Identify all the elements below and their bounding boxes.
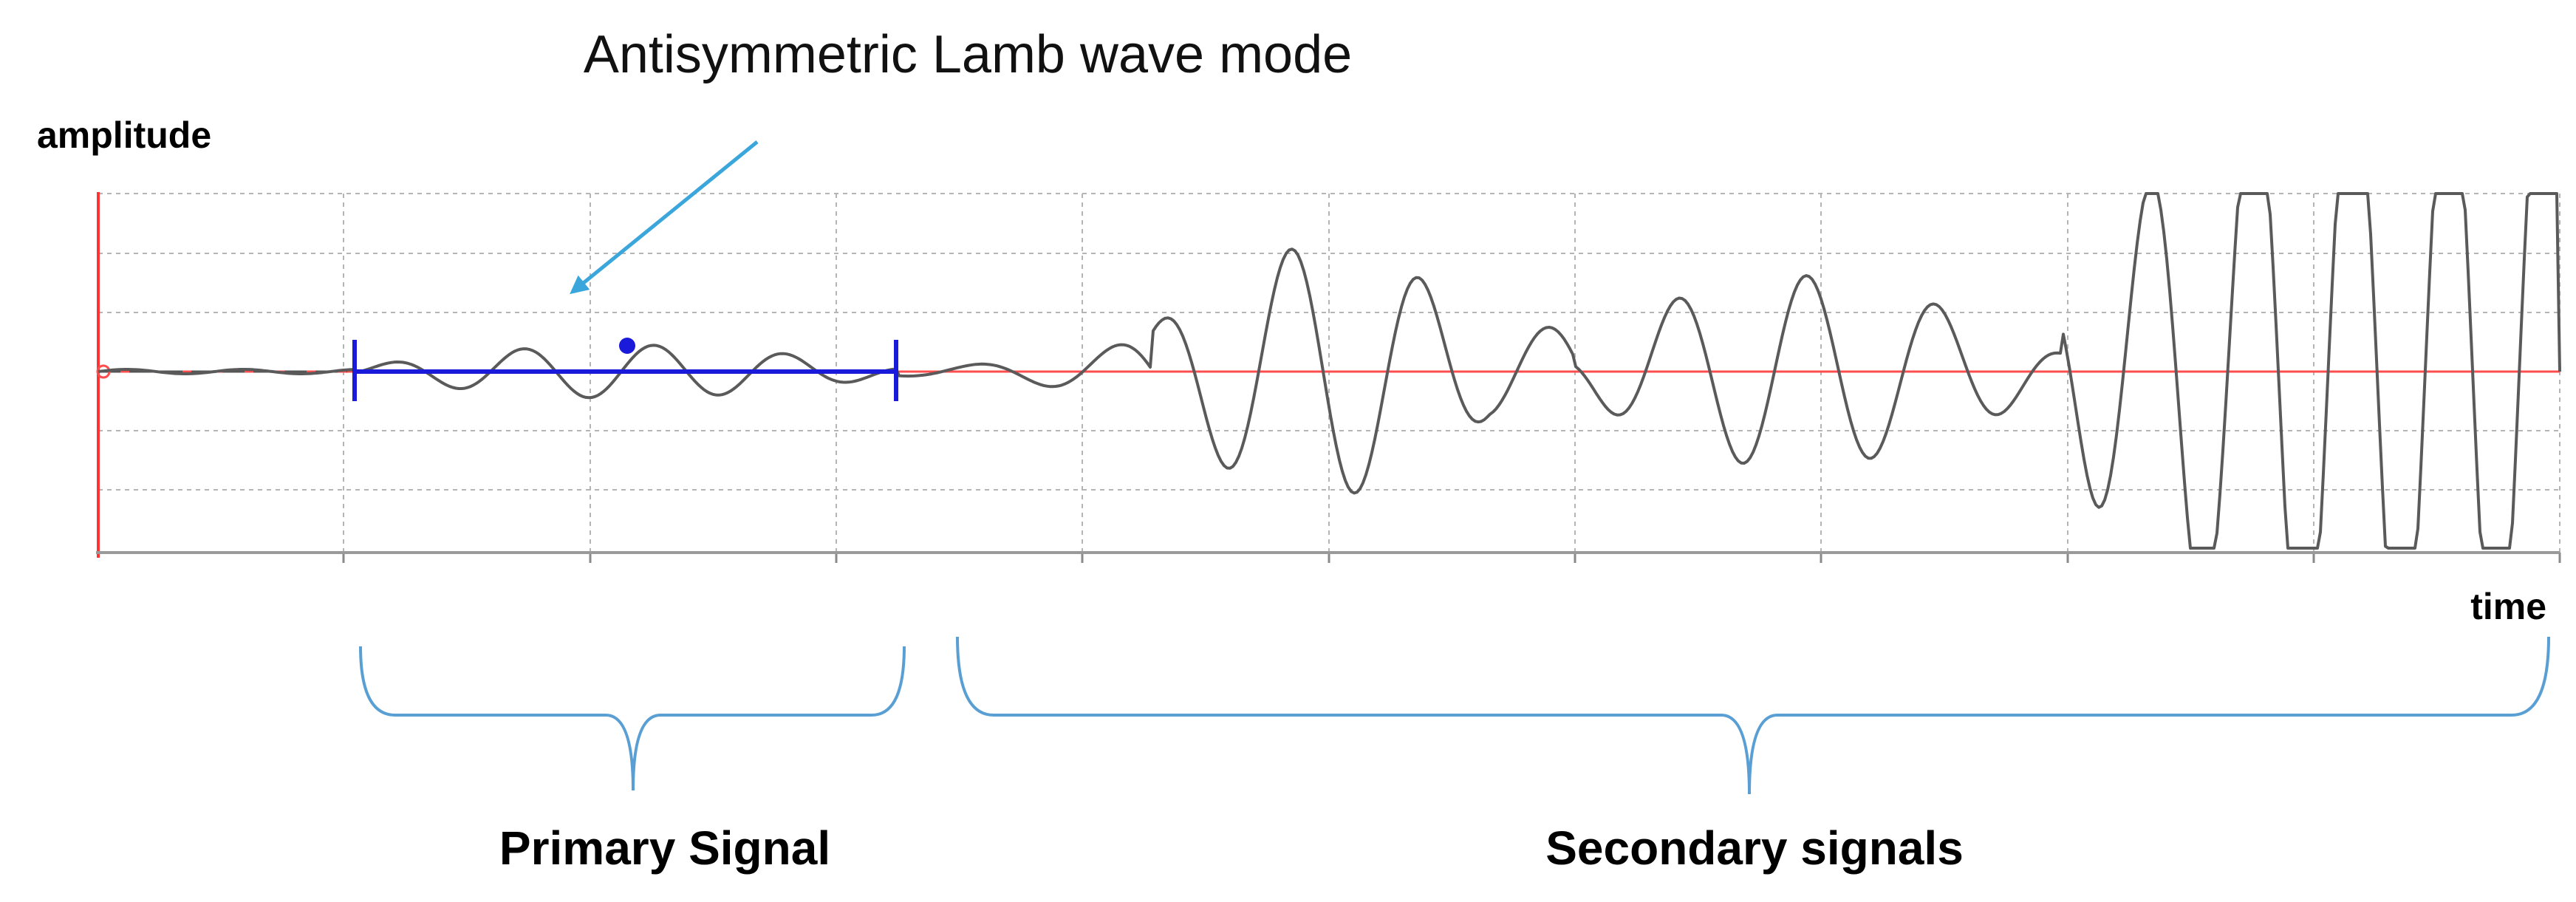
waveform-signal [98, 192, 2561, 550]
secondary-signals-brace [956, 636, 2550, 795]
secondary-signals-label: Secondary signals [1545, 821, 1964, 875]
plot-area [96, 192, 2561, 563]
primary-signal-window [352, 338, 898, 401]
primary-peak-marker [619, 338, 635, 354]
grid-lines [98, 193, 2561, 563]
primary-signal-brace [359, 646, 906, 791]
x-axis-label: time [2470, 586, 2546, 627]
y-axis-label: amplitude [37, 115, 211, 156]
diagram-title: Antisymmetric Lamb wave mode [584, 25, 1352, 84]
primary-signal-label: Primary Signal [499, 821, 830, 875]
mode-arrow [570, 140, 759, 295]
